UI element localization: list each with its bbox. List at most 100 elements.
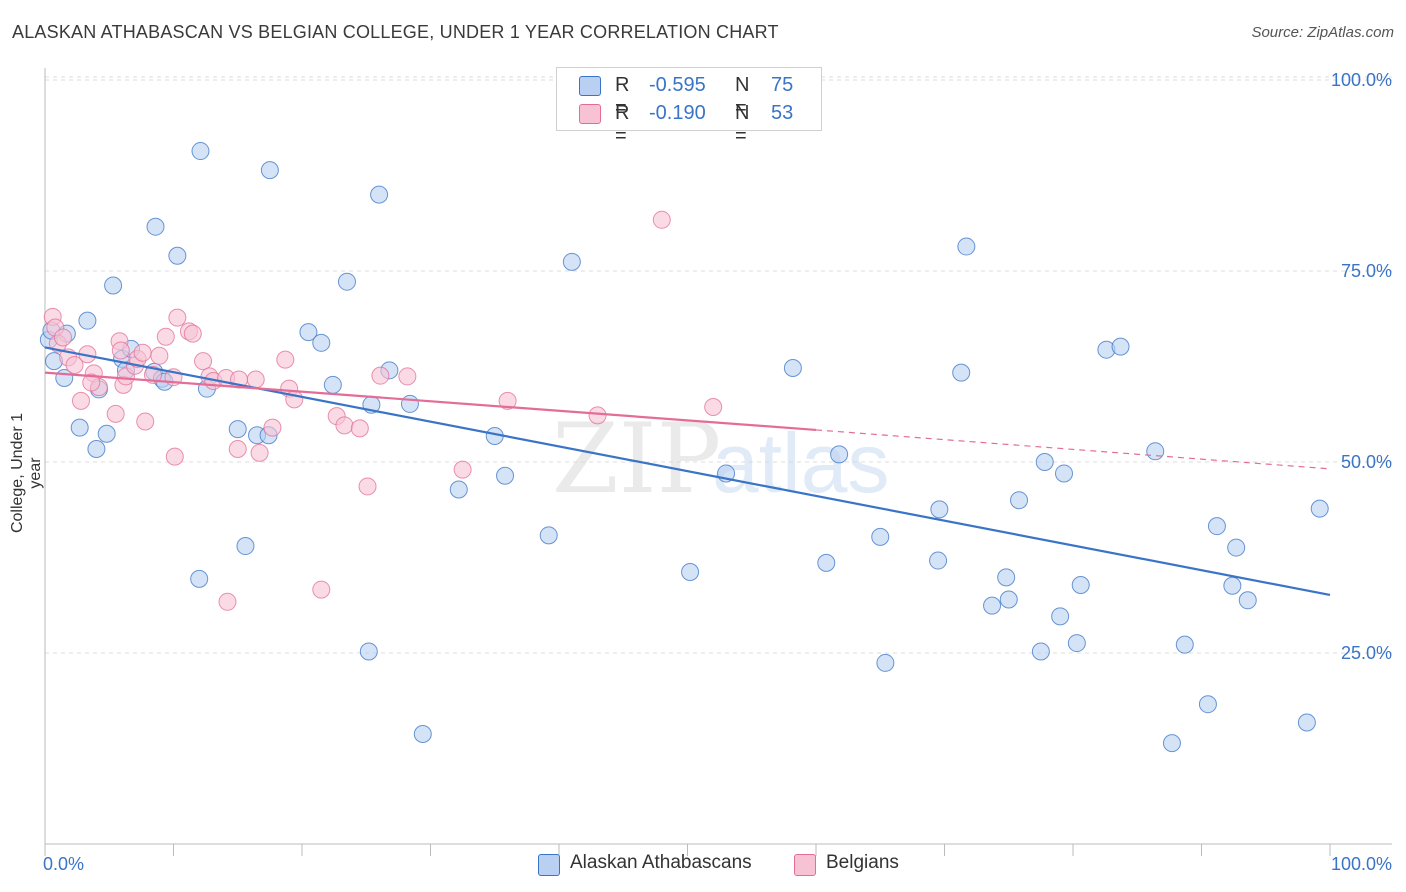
data-point-alaskan [228,420,247,439]
data-point-alaskan [817,553,836,572]
data-point-alaskan [312,333,331,352]
n-label: N = [735,74,750,119]
data-point-alaskan [1223,576,1242,595]
data-point-belgian [263,418,282,437]
data-point-alaskan [337,272,356,291]
series-belgians [43,210,723,611]
data-point-alaskan [681,563,700,582]
data-point-belgian [82,373,101,392]
axes [44,68,1392,856]
data-point-belgian [71,391,90,410]
data-point-alaskan [70,418,89,437]
data-point-alaskan [413,724,432,743]
data-point-belgian [453,460,472,479]
data-point-belgian [276,350,295,369]
stats-legend: R = -0.595 N = 75 R = -0.190 N = 53 [556,67,822,147]
data-point-belgian [652,210,671,229]
data-point-belgian [165,447,184,466]
blue-swatch-icon [579,76,601,96]
y-axis-label: College, Under 1 year [9,412,44,534]
data-point-belgian [371,366,390,385]
trend-line-belgian-extension [815,429,1331,470]
data-point-belgian [194,352,213,371]
r-label: R = [615,102,630,147]
data-point-alaskan [1111,337,1130,356]
source-label: Source: ZipAtlas.com [1251,24,1394,41]
data-point-belgian [358,477,377,496]
data-point-alaskan [260,161,279,180]
y-tick-label: 50.0% [1341,452,1392,472]
r-label: R = [615,74,630,119]
x-tick-label: 100.0% [1331,854,1392,874]
data-point-alaskan [1031,642,1050,661]
data-point-belgian [498,391,517,410]
data-point-belgian [588,406,607,425]
data-point-alaskan [87,440,106,459]
data-point-alaskan [1227,538,1246,557]
pink-swatch-icon [794,854,816,876]
trend-lines [44,346,1331,597]
n-value: 53 [771,102,794,124]
data-point-belgian [111,341,130,360]
data-point-belgian [150,346,169,365]
data-point-belgian [350,419,369,438]
data-point-alaskan [299,323,318,342]
data-point-alaskan [830,445,849,464]
data-point-belgian [312,580,331,599]
data-point-belgian [183,324,202,343]
chart-title: ALASKAN ATHABASCAN VS BELGIAN COLLEGE, U… [12,22,779,42]
data-point-alaskan [999,590,1018,609]
data-point-alaskan [78,311,97,330]
data-point-alaskan [323,375,342,394]
r-value: -0.190 [649,102,706,124]
data-point-alaskan [359,642,378,661]
data-point-belgian [218,592,237,611]
data-point-belgian [704,397,723,416]
data-point-alaskan [952,363,971,382]
data-point-belgian [228,440,247,459]
data-point-alaskan [1055,464,1074,483]
data-point-alaskan [1310,499,1329,518]
blue-swatch-icon [538,854,560,876]
data-point-alaskan [1198,695,1217,714]
data-point-belgian [168,308,187,327]
data-point-alaskan [191,142,210,161]
data-point-belgian [246,370,265,389]
data-point-belgian [65,355,84,374]
data-point-alaskan [496,466,515,485]
data-point-alaskan [957,237,976,256]
data-point-belgian [133,343,152,362]
n-label: N = [735,102,750,147]
data-point-alaskan [1010,491,1029,510]
data-point-alaskan [1162,734,1181,753]
tick-labels: 100.0% 75.0% 50.0% 25.0% 0.0% 100.0% [43,70,1392,874]
data-point-belgian [156,327,175,346]
data-point-alaskan [449,480,468,499]
data-point-alaskan [1297,713,1316,732]
data-point-alaskan [146,217,165,236]
n-value: 75 [771,74,794,96]
data-point-alaskan [876,653,895,672]
data-point-alaskan [1051,607,1070,626]
data-point-alaskan [1067,634,1086,653]
x-tick-label: 0.0% [43,854,84,874]
data-point-alaskan [97,424,116,443]
data-point-alaskan [1071,576,1090,595]
data-point-alaskan [168,246,187,265]
data-point-alaskan [236,537,255,556]
data-point-alaskan [190,569,209,588]
data-point-belgian [335,416,354,435]
data-point-belgian [250,443,269,462]
data-point-alaskan [1207,517,1226,536]
y-tick-label: 25.0% [1341,643,1392,663]
data-point-alaskan [539,526,558,545]
legend-label: Alaskan Athabascans [570,852,752,873]
y-tick-label: 100.0% [1331,70,1392,90]
y-tick-label: 75.0% [1341,261,1392,281]
data-point-alaskan [400,394,419,413]
data-point-alaskan [783,359,802,378]
trend-line-belgian [44,371,817,432]
legend-label: Belgians [826,852,899,873]
